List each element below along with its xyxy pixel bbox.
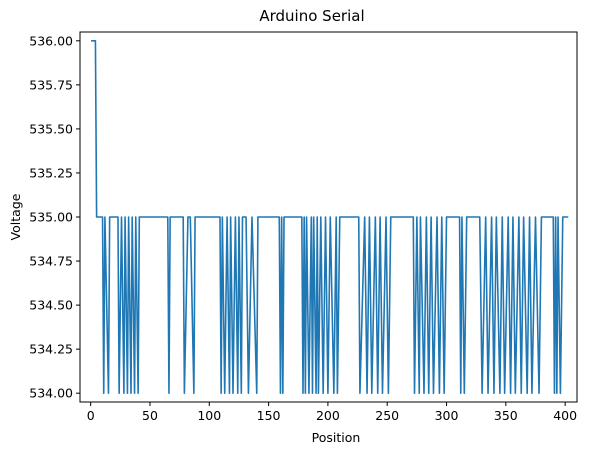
x-tick-label: 400 bbox=[553, 408, 577, 423]
y-tick-label: 534.75 bbox=[29, 254, 73, 269]
y-axis-label: Voltage bbox=[8, 193, 23, 240]
x-tick-label: 200 bbox=[316, 408, 340, 423]
series-line-0 bbox=[91, 40, 569, 394]
x-tick-label: 150 bbox=[257, 408, 281, 423]
x-tick-label: 100 bbox=[197, 408, 221, 423]
y-tick-label: 536.00 bbox=[29, 33, 73, 48]
x-tick-label: 250 bbox=[375, 408, 399, 423]
y-tick-label: 535.25 bbox=[29, 165, 73, 180]
x-tick-label: 50 bbox=[142, 408, 158, 423]
x-tick-label: 0 bbox=[87, 408, 95, 423]
x-tick-label: 300 bbox=[435, 408, 459, 423]
y-tick-label: 535.75 bbox=[29, 77, 73, 92]
y-tick-label: 534.25 bbox=[29, 342, 73, 357]
y-tick-label: 535.50 bbox=[29, 121, 73, 136]
y-tick-label: 535.00 bbox=[29, 210, 73, 225]
plot-area bbox=[91, 40, 569, 394]
x-tick-label: 350 bbox=[494, 408, 518, 423]
y-tick-label: 534.50 bbox=[29, 298, 73, 313]
y-tick-label: 534.00 bbox=[29, 386, 73, 401]
chart-title: Arduino Serial bbox=[259, 7, 364, 25]
x-axis-label: Position bbox=[312, 430, 361, 445]
axes: 0 50 100 150 200 250 300 350 400 534.00 534.25 534.… bbox=[29, 31, 578, 423]
